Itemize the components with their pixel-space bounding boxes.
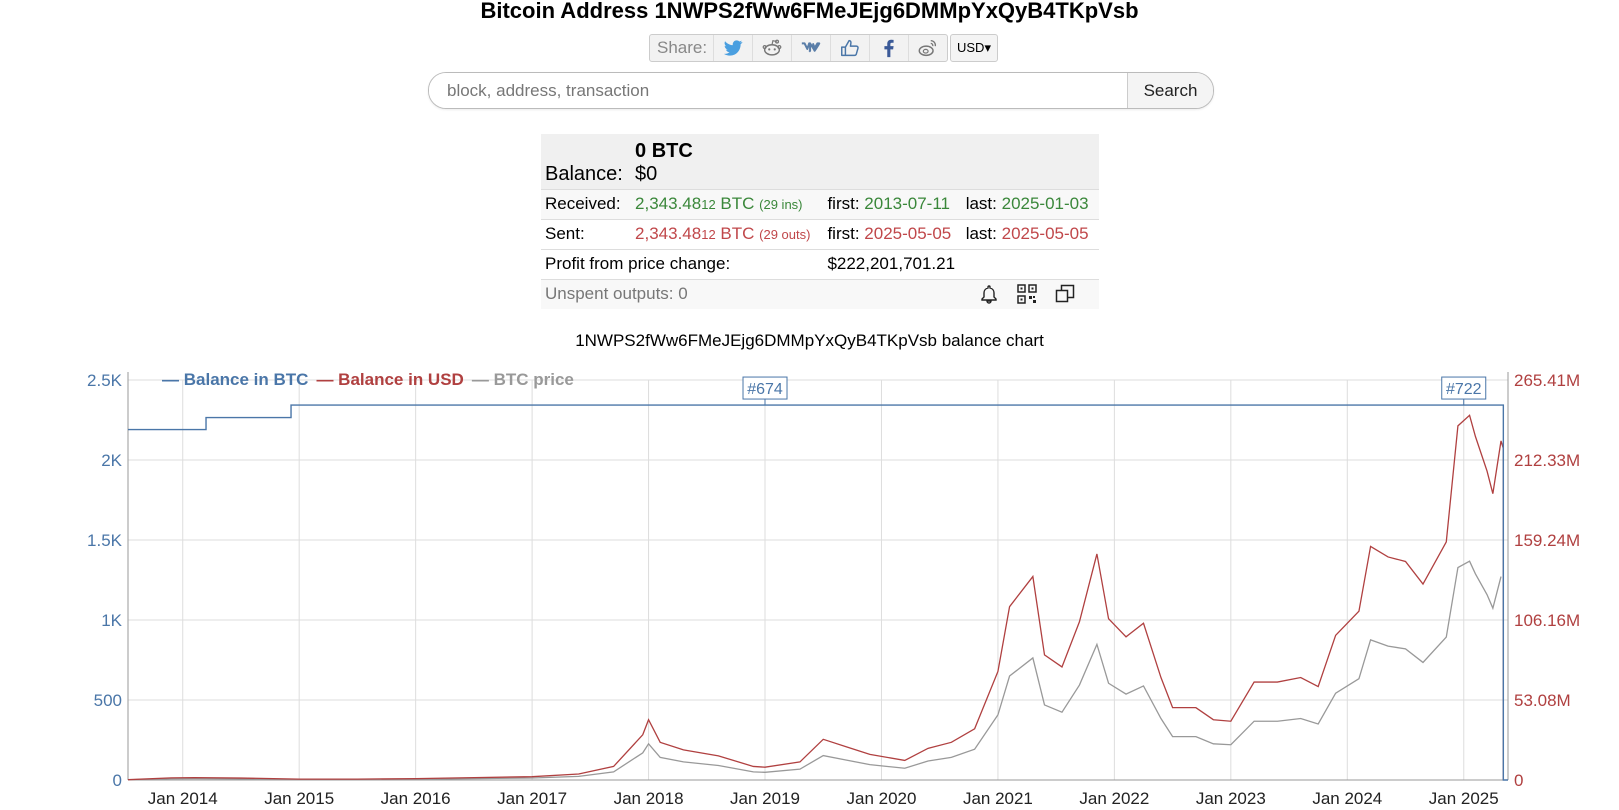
like-icon bbox=[841, 39, 859, 57]
search-button[interactable]: Search bbox=[1127, 73, 1213, 108]
received-last-date[interactable]: 2025-01-03 bbox=[1001, 194, 1089, 213]
share-like-button[interactable] bbox=[831, 35, 871, 61]
sent-label: Sent: bbox=[545, 224, 585, 243]
chart-legend: — Balance in BTC — Balance in USD — BTC … bbox=[162, 370, 574, 390]
y-left-tick-label: 0 bbox=[113, 771, 122, 790]
sent-row: Sent: 2,343.4812 BTC (29 outs) first: 20… bbox=[541, 219, 1099, 249]
y-right-tick-label: 212.33M bbox=[1514, 451, 1580, 470]
legend-price[interactable]: — BTC price bbox=[471, 370, 574, 389]
y-right-tick-label: 0 bbox=[1514, 771, 1523, 790]
x-tick-label: Jan 2024 bbox=[1312, 789, 1382, 808]
copy-icon[interactable] bbox=[1055, 284, 1075, 304]
profit-value: $222,201,701.21 bbox=[827, 254, 956, 273]
y-right-tick-label: 159.24M bbox=[1514, 531, 1580, 550]
btc-balance-series bbox=[128, 404, 1508, 781]
x-tick-label: Jan 2014 bbox=[148, 789, 218, 808]
usd-balance-series bbox=[127, 414, 1504, 781]
y-left-tick-label: 1K bbox=[101, 611, 122, 630]
x-tick-label: Jan 2021 bbox=[963, 789, 1033, 808]
received-first-label: first: bbox=[827, 194, 860, 213]
unspent-row: Unspent outputs: 0 bbox=[541, 279, 1099, 309]
share-twitter-button[interactable] bbox=[714, 35, 754, 61]
chevron-down-icon: ▾ bbox=[984, 40, 991, 55]
legend-btc[interactable]: — Balance in BTC bbox=[162, 370, 309, 389]
x-tick-label: Jan 2018 bbox=[614, 789, 684, 808]
sent-small-digits: 12 bbox=[701, 227, 716, 242]
legend-price-label: BTC price bbox=[493, 370, 574, 389]
legend-btc-label: Balance in BTC bbox=[183, 370, 309, 389]
y-left-tick-label: 2K bbox=[101, 451, 122, 470]
sent-last-label: last: bbox=[965, 224, 997, 243]
sent-first-label: first: bbox=[827, 224, 860, 243]
y-right-tick-label: 106.16M bbox=[1514, 611, 1580, 630]
unspent-outputs[interactable]: Unspent outputs: 0 bbox=[541, 279, 824, 309]
annotation-box bbox=[742, 376, 788, 400]
balance-usd: $0 bbox=[635, 162, 658, 185]
balance-label: Balance: bbox=[541, 134, 632, 189]
x-tick-label: Jan 2020 bbox=[846, 789, 916, 808]
profit-row: Profit from price change: $222,201,701.2… bbox=[541, 249, 1099, 279]
page-title: Bitcoin Address 1NWPS2fWw6FMeJEjg6DMMpYx… bbox=[480, 0, 1139, 23]
share-reddit-button[interactable] bbox=[753, 35, 793, 61]
legend-usd-label: Balance in USD bbox=[338, 370, 464, 389]
y-left-tick-label: 1.5K bbox=[87, 531, 123, 550]
sent-count: (29 outs) bbox=[759, 227, 811, 242]
received-small-digits: 12 bbox=[701, 197, 716, 212]
annotation-label: #722 bbox=[1446, 381, 1482, 398]
qr-code-icon[interactable] bbox=[1017, 284, 1037, 304]
chart-title: 1NWPS2fWw6FMeJEjg6DMMpYxQyB4TKpVsb balan… bbox=[575, 331, 1044, 350]
x-tick-label: Jan 2019 bbox=[730, 789, 800, 808]
search-bar: Search bbox=[428, 72, 1214, 109]
legend-usd[interactable]: — Balance in USD bbox=[316, 370, 464, 389]
x-tick-label: Jan 2015 bbox=[264, 789, 334, 808]
reddit-icon bbox=[762, 39, 782, 56]
received-count: (29 ins) bbox=[759, 197, 803, 212]
sent-unit: BTC bbox=[720, 224, 755, 243]
y-right-tick-label: 53.08M bbox=[1514, 691, 1571, 710]
facebook-icon bbox=[884, 39, 894, 58]
weibo-icon bbox=[918, 40, 937, 57]
profit-label: Profit from price change: bbox=[545, 254, 731, 273]
balance-chart: 0 0 500 53.08M 1K 106.16M 1.5K 159.24M 2K 212.33M… bbox=[87, 371, 1580, 808]
sent-last-date[interactable]: 2025-05-05 bbox=[1001, 224, 1089, 243]
twitter-icon bbox=[724, 40, 743, 56]
x-tick-label: Jan 2017 bbox=[497, 789, 567, 808]
share-bar: Share: bbox=[649, 34, 949, 62]
x-tick-label: Jan 2023 bbox=[1196, 789, 1266, 808]
received-first-date[interactable]: 2013-07-11 bbox=[864, 194, 950, 213]
vk-icon bbox=[801, 42, 821, 53]
address-summary-table: Balance: 0 BTC $0 Received: 2,343.4812 B… bbox=[541, 134, 1099, 309]
received-label: Received: bbox=[541, 189, 632, 219]
share-facebook-button[interactable] bbox=[870, 35, 910, 61]
share-label: Share: bbox=[650, 35, 715, 61]
y-left-tick-label: 500 bbox=[94, 691, 122, 710]
x-tick-label: Jan 2025 bbox=[1429, 789, 1499, 808]
x-tick-label: Jan 2016 bbox=[381, 789, 451, 808]
sent-first-date[interactable]: 2025-05-05 bbox=[864, 224, 952, 243]
received-amount: 2,343.48 bbox=[635, 194, 702, 213]
x-tick-label: Jan 2022 bbox=[1079, 789, 1149, 808]
currency-select[interactable]: USD▾ bbox=[950, 34, 998, 62]
received-unit: BTC bbox=[720, 194, 755, 213]
received-last-label: last: bbox=[965, 194, 997, 213]
sent-amount: 2,343.48 bbox=[635, 224, 702, 243]
share-weibo-button[interactable] bbox=[909, 35, 947, 61]
balance-btc: 0 BTC bbox=[635, 139, 693, 162]
balance-row: Balance: 0 BTC $0 bbox=[541, 134, 1099, 189]
y-right-tick-label: 265.41M bbox=[1514, 371, 1580, 390]
bell-icon[interactable] bbox=[979, 284, 999, 304]
share-vk-button[interactable] bbox=[792, 35, 832, 61]
search-input[interactable] bbox=[429, 73, 1127, 108]
annotation-box bbox=[1441, 376, 1487, 400]
y-left-tick-label: 2.5K bbox=[87, 371, 123, 390]
annotation-label: #674 bbox=[747, 381, 783, 398]
btc-price-series bbox=[127, 560, 1502, 781]
received-row: Received: 2,343.4812 BTC (29 ins) first:… bbox=[541, 189, 1099, 219]
currency-label: USD bbox=[957, 40, 985, 55]
